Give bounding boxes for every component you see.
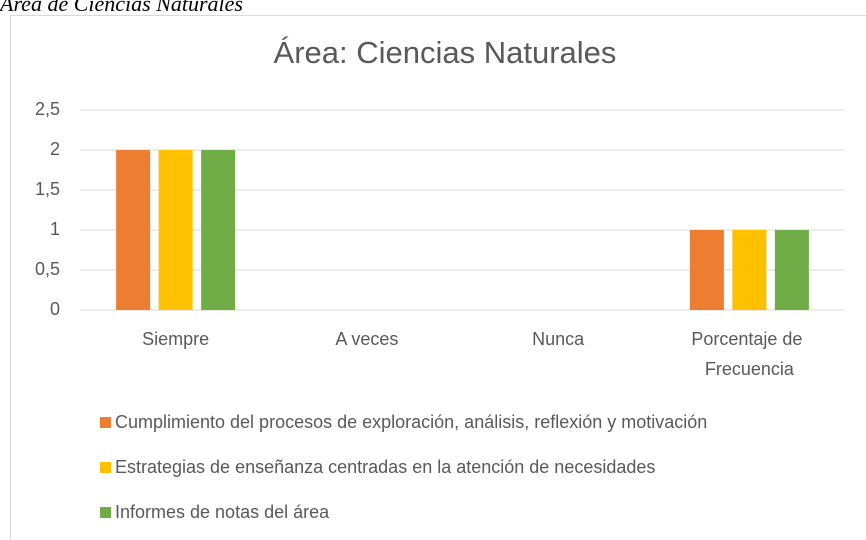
y-tick-label: 1,5 — [35, 179, 60, 199]
bar — [732, 230, 767, 310]
y-tick-label: 1 — [50, 219, 60, 239]
bar — [201, 150, 236, 310]
bar — [158, 150, 193, 310]
caption: Área de Ciencias Naturales — [0, 0, 243, 16]
y-tick-label: 0 — [50, 299, 60, 319]
x-tick-label: Porcentaje de Frecuencia — [691, 329, 807, 379]
bar — [116, 150, 151, 310]
legend-label: Informes de notas del área — [115, 502, 330, 522]
legend-swatch — [100, 462, 111, 473]
y-tick-label: 2 — [50, 139, 60, 159]
legend-label: Estrategias de enseñanza centradas en la… — [115, 457, 655, 477]
legend-swatch — [100, 417, 111, 428]
x-tick-label: A veces — [335, 329, 398, 349]
legend-label: Cumplimiento del procesos de exploración… — [115, 412, 707, 432]
bar — [774, 230, 809, 310]
chart-title: Área: Ciencias Naturales — [274, 35, 617, 70]
x-tick-label: Nunca — [532, 329, 585, 349]
y-tick-label: 0,5 — [35, 259, 60, 279]
legend-swatch — [100, 507, 111, 518]
bar — [689, 230, 724, 310]
y-tick-label: 2,5 — [35, 99, 60, 119]
x-tick-label: Siempre — [142, 329, 209, 349]
